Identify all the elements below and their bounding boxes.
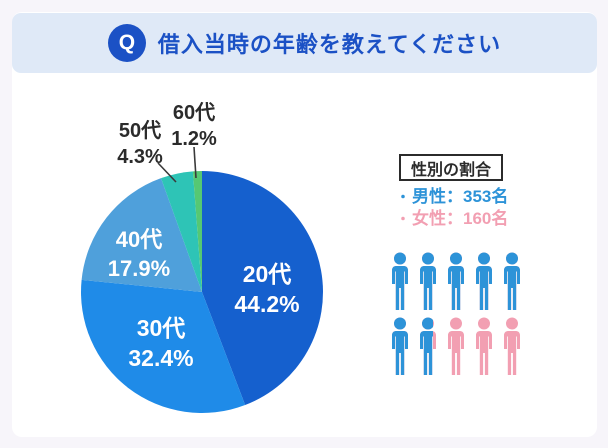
pie-label-50s-pct: 4.3% bbox=[117, 146, 163, 168]
pie-slice-20代 bbox=[202, 171, 323, 406]
legend-female: ・女性：160名 bbox=[396, 208, 508, 230]
pie-label-40s: 40代 17.9% bbox=[79, 226, 199, 283]
pie-slice-50代 bbox=[161, 171, 202, 292]
question-title: 借入当時の年齢を教えてください bbox=[157, 32, 502, 57]
pie-label-60s-name: 60代 bbox=[172, 102, 216, 124]
pie-label-50s-name: 50代 bbox=[118, 120, 162, 142]
person-icon-male bbox=[388, 317, 412, 377]
male-bullet-icon: ・ bbox=[396, 189, 410, 205]
gender-ratio-box-title: 性別の割合 bbox=[399, 154, 503, 181]
person-icon-male bbox=[472, 252, 496, 312]
person-icon-split bbox=[416, 317, 440, 377]
person-icon-male bbox=[444, 252, 468, 312]
pie-label-60s: 60代 1.2% bbox=[134, 100, 254, 152]
person-icon-female bbox=[472, 317, 496, 377]
pie-slice-40代 bbox=[81, 178, 202, 292]
person-icon-female bbox=[444, 317, 468, 377]
question-header: Q 借入当時の年齢を教えてください bbox=[12, 13, 597, 73]
pie-slice-30代 bbox=[80, 279, 246, 413]
pie-slice-60代 bbox=[192, 170, 202, 292]
legend-male: ・男性：353名 bbox=[396, 186, 508, 208]
pie-label-40s-pct: 17.9% bbox=[107, 255, 171, 281]
pie-label-30s-name: 30代 bbox=[136, 315, 186, 341]
gender-legend: ・男性：353名 ・女性：160名 bbox=[396, 186, 508, 230]
pie-label-20s: 20代 44.2% bbox=[207, 260, 327, 320]
person-icon-male bbox=[416, 252, 440, 312]
person-icon-female bbox=[500, 317, 524, 377]
pie-label-60s-pct: 1.2% bbox=[171, 128, 217, 150]
pie-label-30s: 30代 32.4% bbox=[101, 314, 221, 374]
pie-label-50s: 50代 4.3% bbox=[80, 118, 200, 170]
gender-pictogram bbox=[388, 252, 524, 377]
pie-label-20s-name: 20代 bbox=[242, 261, 292, 287]
female-bullet-icon: ・ bbox=[396, 211, 410, 227]
legend-male-label: 男性：353名 bbox=[412, 187, 509, 206]
leader-line-50s bbox=[157, 162, 177, 183]
legend-female-label: 女性：160名 bbox=[412, 209, 509, 228]
pie-label-40s-name: 40代 bbox=[115, 227, 163, 252]
person-icon-male bbox=[388, 252, 412, 312]
pie-label-30s-pct: 32.4% bbox=[128, 344, 194, 371]
person-icon-male bbox=[500, 252, 524, 312]
pie-label-20s-pct: 44.2% bbox=[234, 290, 300, 317]
leader-line-60s bbox=[193, 146, 197, 179]
q-badge-icon: Q bbox=[107, 24, 146, 62]
